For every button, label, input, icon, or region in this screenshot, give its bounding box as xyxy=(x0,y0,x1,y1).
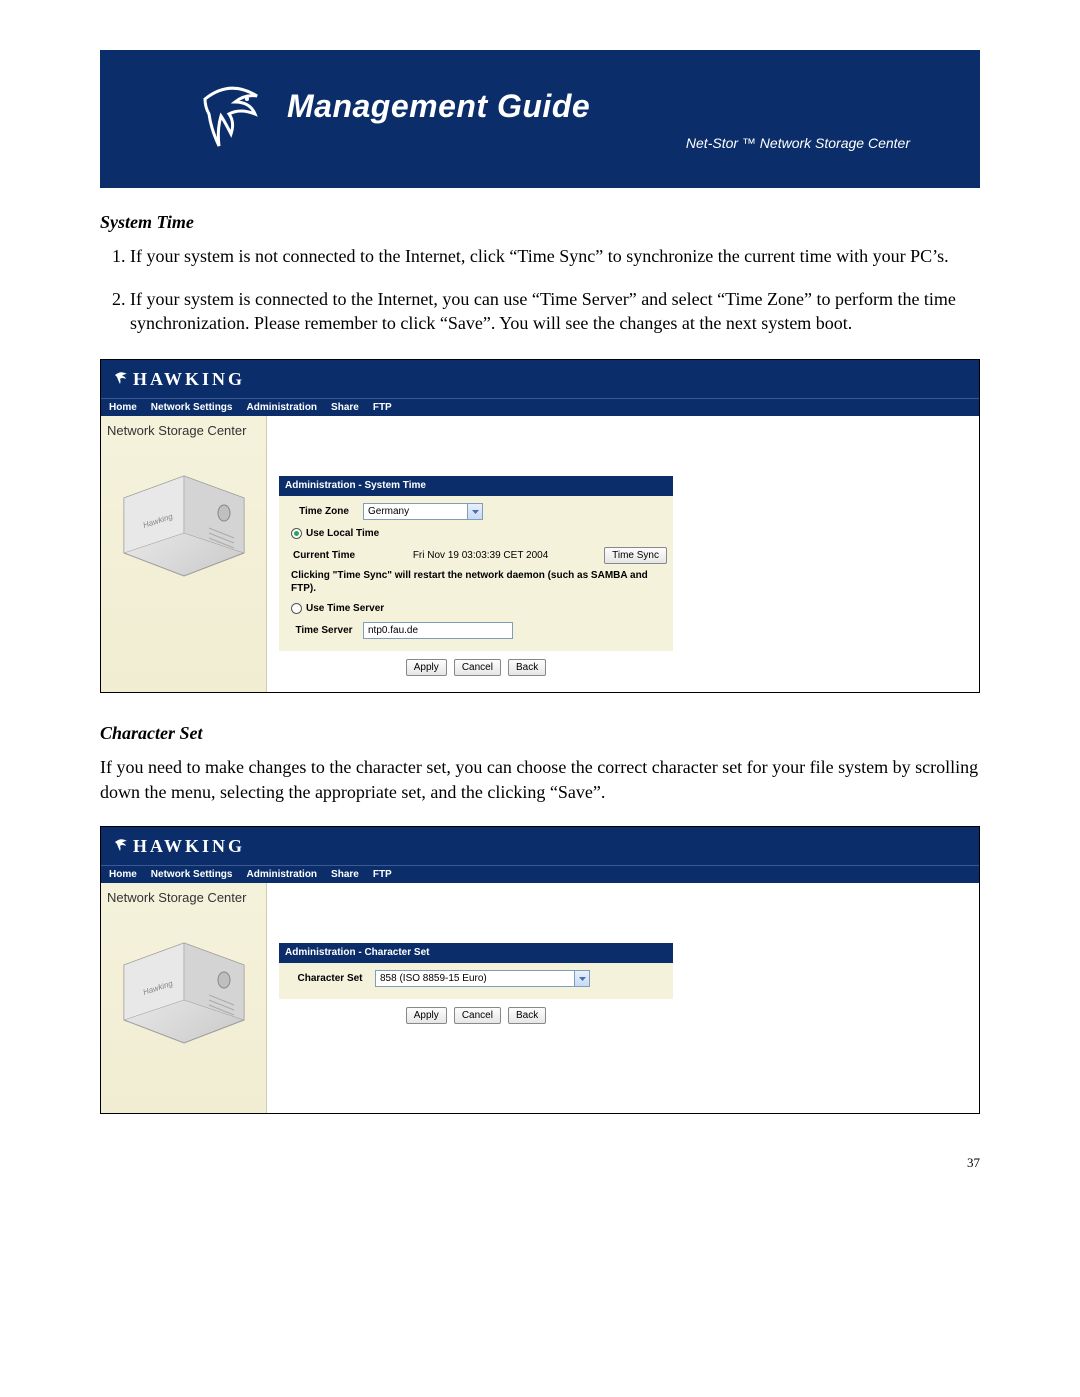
nav-home[interactable]: Home xyxy=(109,868,137,882)
shot-sidebar: Network Storage Center Hawking xyxy=(101,416,267,692)
shot-content: Administration - Character Set Character… xyxy=(267,883,979,1113)
timezone-select[interactable]: Germany xyxy=(363,503,483,520)
nav-ftp[interactable]: FTP xyxy=(373,868,392,882)
character-set-para: If you need to make changes to the chara… xyxy=(100,755,980,804)
chevron-down-icon xyxy=(467,504,482,519)
use-time-server-label: Use Time Server xyxy=(306,602,384,616)
charset-label: Character Set xyxy=(285,972,375,986)
shot-sidebar: Network Storage Center Hawking xyxy=(101,883,267,1113)
shot-nav: Home Network Settings Administration Sha… xyxy=(101,865,979,883)
system-time-steps: If your system is not connected to the I… xyxy=(100,244,980,335)
chevron-down-icon xyxy=(574,971,589,986)
button-row: Apply Cancel Back xyxy=(279,1007,673,1025)
character-set-panel: Administration - Character Set Character… xyxy=(279,943,673,999)
doc-banner: Management Guide Net-Stor ™ Network Stor… xyxy=(100,50,980,188)
hawking-logo: HAWKING xyxy=(113,367,245,391)
panel-title: Administration - Character Set xyxy=(279,943,673,963)
timezone-value: Germany xyxy=(368,505,467,519)
sidebar-title: Network Storage Center xyxy=(107,889,260,907)
hawking-word: HAWKING xyxy=(133,367,245,391)
use-local-time-radio[interactable]: Use Local Time xyxy=(291,527,379,541)
nav-share[interactable]: Share xyxy=(331,401,359,415)
screenshot-character-set: HAWKING Home Network Settings Administra… xyxy=(100,826,980,1114)
hawking-logo: HAWKING xyxy=(113,834,245,858)
hawking-word: HAWKING xyxy=(133,834,245,858)
page-number: 37 xyxy=(100,1154,980,1172)
section-heading-system-time: System Time xyxy=(100,210,980,234)
charset-select[interactable]: 858 (ISO 8859-15 Euro) xyxy=(375,970,590,987)
shot-header: HAWKING xyxy=(101,360,979,398)
time-sync-note: Clicking "Time Sync" will restart the ne… xyxy=(291,569,667,596)
back-button[interactable]: Back xyxy=(508,1007,546,1025)
nav-home[interactable]: Home xyxy=(109,401,137,415)
radio-dot-icon xyxy=(291,603,302,614)
device-illustration-icon: Hawking xyxy=(109,925,259,1045)
nav-network-settings[interactable]: Network Settings xyxy=(151,868,233,882)
nav-network-settings[interactable]: Network Settings xyxy=(151,401,233,415)
nav-ftp[interactable]: FTP xyxy=(373,401,392,415)
sidebar-title: Network Storage Center xyxy=(107,422,260,440)
list-item: If your system is connected to the Inter… xyxy=(130,287,980,336)
shot-content: Administration - System Time Time Zone G… xyxy=(267,416,979,692)
banner-title: Management Guide xyxy=(287,85,950,128)
section-heading-character-set: Character Set xyxy=(100,721,980,745)
shot-header: HAWKING xyxy=(101,827,979,865)
device-illustration-icon: Hawking xyxy=(109,458,259,578)
back-button[interactable]: Back xyxy=(508,659,546,677)
radio-dot-icon xyxy=(291,528,302,539)
time-sync-button[interactable]: Time Sync xyxy=(604,547,667,565)
apply-button[interactable]: Apply xyxy=(406,1007,447,1025)
banner-subtitle: Net-Stor ™ Network Storage Center xyxy=(287,134,950,153)
nav-share[interactable]: Share xyxy=(331,868,359,882)
button-row: Apply Cancel Back xyxy=(279,659,673,677)
nav-administration[interactable]: Administration xyxy=(246,401,317,415)
cancel-button[interactable]: Cancel xyxy=(454,659,501,677)
use-local-time-label: Use Local Time xyxy=(306,527,379,541)
current-time-value: Fri Nov 19 03:03:39 CET 2004 xyxy=(363,549,598,563)
charset-value: 858 (ISO 8859-15 Euro) xyxy=(380,972,574,986)
timezone-label: Time Zone xyxy=(285,505,363,519)
eagle-logo-icon xyxy=(195,74,267,164)
cancel-button[interactable]: Cancel xyxy=(454,1007,501,1025)
system-time-panel: Administration - System Time Time Zone G… xyxy=(279,476,673,651)
panel-title: Administration - System Time xyxy=(279,476,673,496)
banner-text: Management Guide Net-Stor ™ Network Stor… xyxy=(287,85,950,153)
time-server-input[interactable]: ntp0.fau.de xyxy=(363,622,513,639)
use-time-server-radio[interactable]: Use Time Server xyxy=(291,602,384,616)
nav-administration[interactable]: Administration xyxy=(246,868,317,882)
apply-button[interactable]: Apply xyxy=(406,659,447,677)
list-item: If your system is not connected to the I… xyxy=(130,244,980,268)
current-time-label: Current Time xyxy=(285,549,363,563)
time-server-label: Time Server xyxy=(285,624,363,638)
time-server-value: ntp0.fau.de xyxy=(368,624,418,638)
shot-nav: Home Network Settings Administration Sha… xyxy=(101,398,979,416)
screenshot-system-time: HAWKING Home Network Settings Administra… xyxy=(100,359,980,693)
